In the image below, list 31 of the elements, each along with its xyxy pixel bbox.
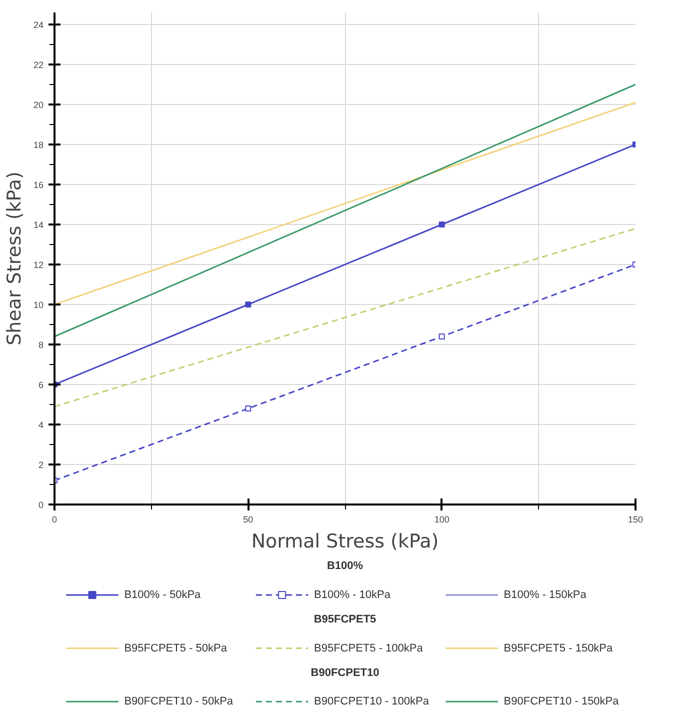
legend-label: B95FCPET5 - 100kPa — [314, 642, 424, 654]
y-tick-label: 20 — [33, 100, 44, 110]
legend-label: B90FCPET10 - 100kPa — [314, 696, 430, 708]
legend-label: B90FCPET10 - 150kPa — [504, 696, 620, 708]
y-tick-label: 6 — [38, 380, 44, 390]
legend-label: B95FCPET5 - 50kPa — [124, 642, 228, 654]
y-tick-label: 2 — [38, 460, 44, 470]
y-tick-label: 10 — [33, 300, 44, 310]
text: B95FCPET5 — [314, 614, 376, 626]
text: B100% — [326, 560, 364, 572]
legend-label: B90FCPET10 - 50kPa — [124, 696, 234, 708]
text: B90FCPET10 — [310, 666, 380, 679]
x-tick-label: 50 — [243, 514, 254, 524]
y-tick-label: 8 — [38, 340, 44, 350]
y-tick-label: 12 — [33, 260, 44, 270]
y-tick-label: 0 — [38, 500, 44, 510]
y-tick-label: 16 — [33, 180, 44, 190]
x-tick-label: 0 — [52, 514, 58, 524]
legend-label: B100% - 10kPa — [314, 588, 392, 601]
legend-label: B100% - 150kPa — [504, 588, 588, 601]
legend-label: B95FCPET5 - 150kPa — [504, 642, 614, 654]
y-tick-label: 4 — [38, 420, 44, 430]
x-axis-title: Normal Stress (kPa) — [251, 530, 439, 552]
legend-label: B100% - 50kPa — [124, 588, 202, 601]
y-tick-label: 24 — [33, 20, 44, 30]
y-tick-label: 18 — [33, 140, 44, 150]
y-tick-label: 14 — [33, 220, 44, 230]
x-tick-label: 100 — [434, 514, 450, 524]
y-tick-label: 22 — [33, 60, 44, 70]
x-tick-label: 150 — [628, 514, 644, 524]
y-axis-title: Shear Stress (kPa) — [3, 172, 26, 346]
